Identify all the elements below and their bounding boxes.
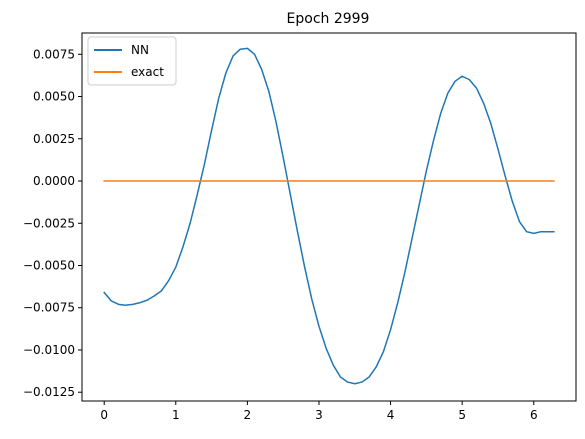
y-tick-label: −0.0125 — [23, 385, 75, 399]
x-tick-label: 6 — [530, 408, 538, 422]
series-line-nn — [103, 47, 555, 385]
y-tick-label: 0.0000 — [33, 174, 75, 188]
y-tick-label: −0.0050 — [23, 258, 75, 272]
x-tick-label: 3 — [315, 408, 323, 422]
plot-area — [82, 33, 576, 401]
axes-layer: 0 1 2 3 4 5 6 0.0075 0.0050 0.0025 0.0000 −0.0025 −0… — [23, 32, 577, 422]
y-tick-label: 0.0025 — [33, 132, 75, 146]
x-tick-label: 2 — [244, 408, 252, 422]
x-tick-label: 5 — [458, 408, 466, 422]
x-tick-label: 0 — [100, 408, 108, 422]
x-tick-label: 4 — [387, 408, 395, 422]
y-tick-label: 0.0050 — [33, 90, 75, 104]
plot-background — [82, 33, 576, 401]
legend-label-nn: NN — [131, 43, 149, 57]
y-tick-label: −0.0100 — [23, 343, 75, 357]
legend-label-exact: exact — [131, 65, 164, 79]
legend: NN exact — [87, 36, 177, 86]
chart-title: Epoch 2999 — [287, 11, 370, 27]
y-tick-label: −0.0025 — [23, 216, 75, 230]
axes-frame — [81, 32, 577, 402]
y-tick-label: −0.0075 — [23, 301, 75, 315]
x-tick-label: 1 — [172, 408, 180, 422]
y-tick-label: 0.0075 — [33, 47, 75, 61]
series-layer — [103, 47, 555, 385]
